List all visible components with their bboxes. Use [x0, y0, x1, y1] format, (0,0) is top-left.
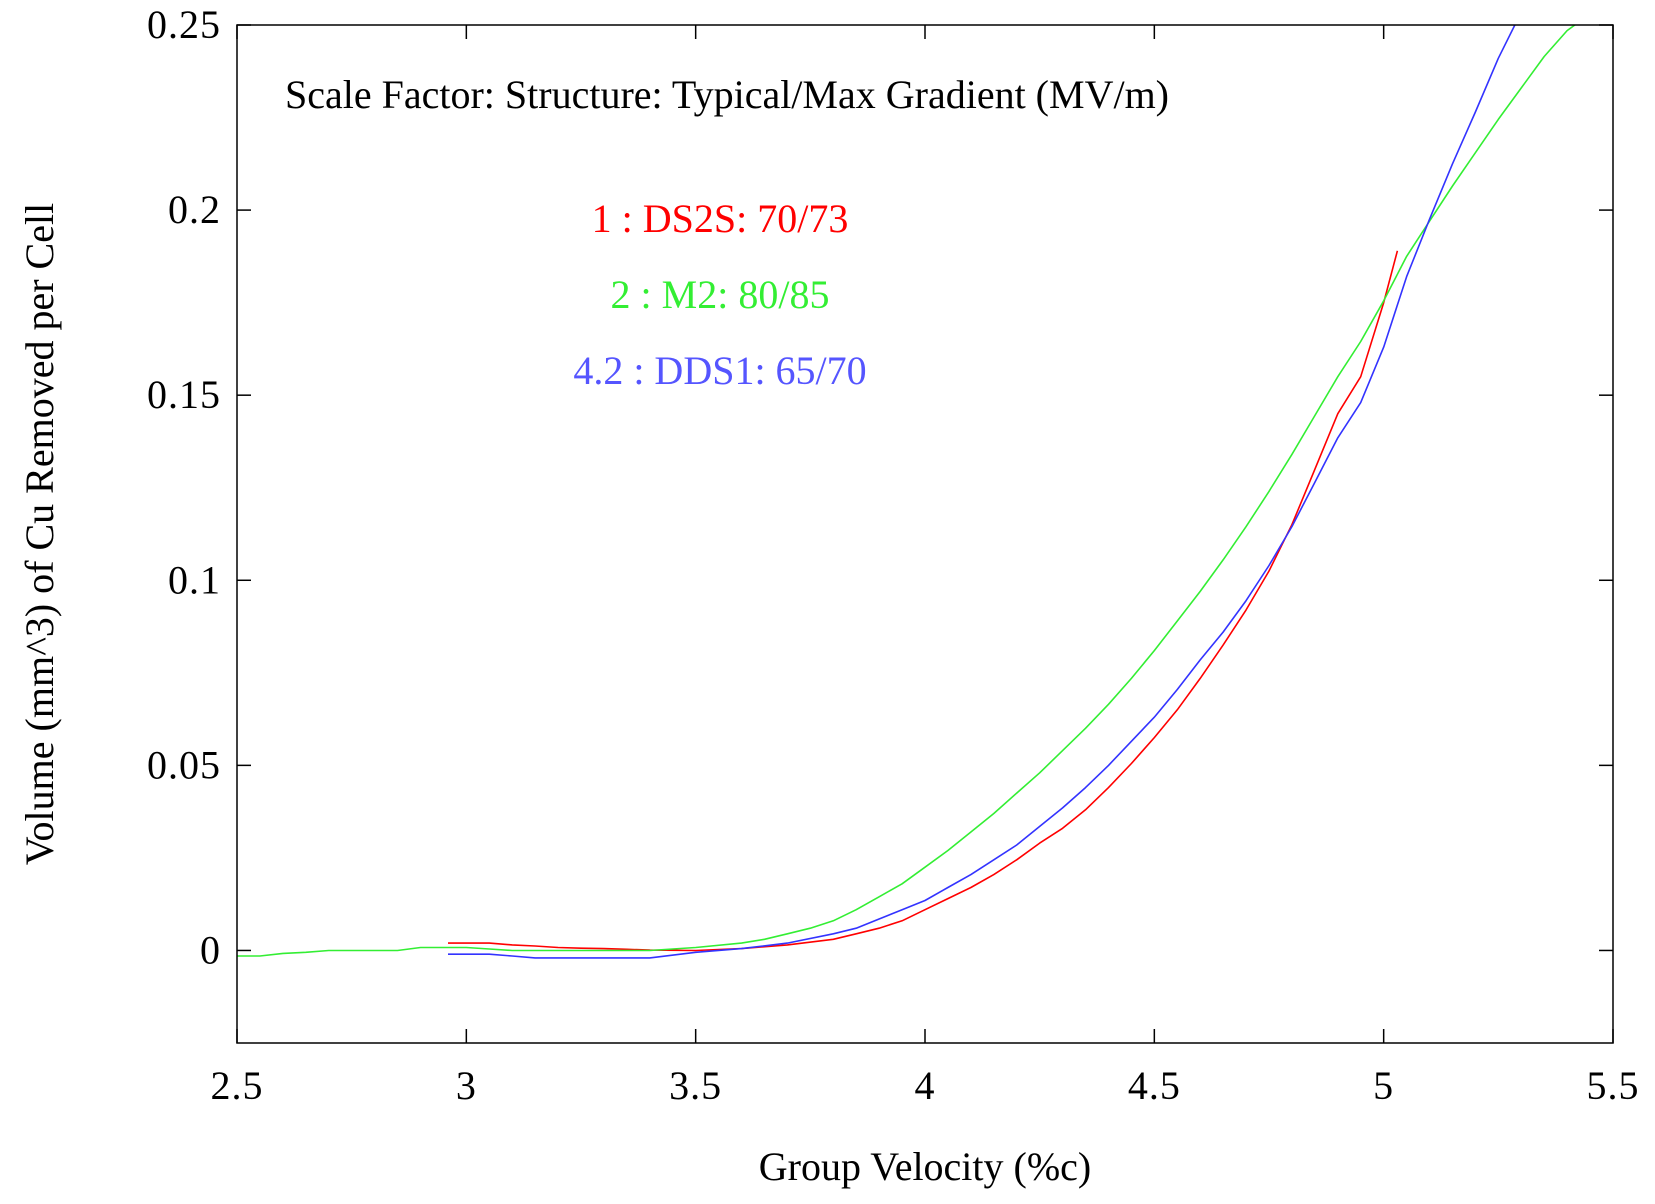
x-tick-label: 3: [456, 1063, 477, 1108]
x-tick-label: 4.5: [1128, 1063, 1181, 1108]
y-tick-label: 0.15: [147, 372, 221, 417]
y-axis-title: Volume (mm^3) of Cu Removed per Cell: [17, 203, 62, 865]
x-tick-label: 3.5: [669, 1063, 722, 1108]
x-tick-label: 5.5: [1587, 1063, 1640, 1108]
series-line-2: [237, 25, 1577, 957]
plot-frame: [236, 24, 1614, 1044]
annotations: Scale Factor: Structure: Typical/Max Gra…: [285, 72, 1169, 393]
x-axis-title: Group Velocity (%c): [759, 1144, 1092, 1189]
annotation-3: 2 : M2: 80/85: [611, 272, 830, 317]
annotation-1: Scale Factor: Structure: Typical/Max Gra…: [285, 72, 1169, 117]
ticks-layer: 2.5 3 3.5 4 4.5 5 5.5 0 0.05 0.1 0.15 0.2 0.25: [147, 2, 1640, 1108]
series-line-1: [448, 250, 1399, 952]
annotation-2: 1 : DS2S: 70/73: [592, 196, 849, 241]
x-tick-label: 2.5: [211, 1063, 264, 1108]
y-tick-label: 0.2: [168, 187, 221, 232]
y-tick-label: 0.25: [147, 2, 221, 47]
series-layer: [237, 25, 1577, 959]
y-tick-label: 0.1: [168, 557, 221, 602]
series-line-3: [448, 25, 1516, 959]
y-tick-label: 0: [200, 927, 221, 972]
x-tick-label: 4: [915, 1063, 936, 1108]
y-tick-label: 0.05: [147, 742, 221, 787]
annotation-4: 4.2 : DDS1: 65/70: [573, 348, 866, 393]
x-tick-label: 5: [1373, 1063, 1394, 1108]
